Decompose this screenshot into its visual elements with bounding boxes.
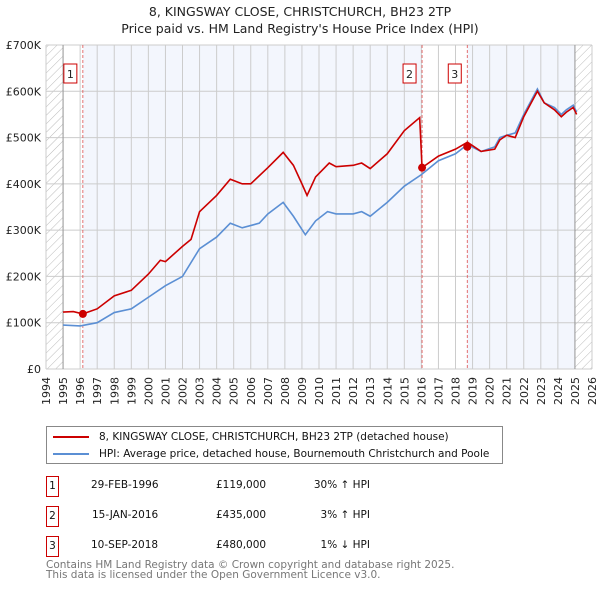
x-tick-label: 1997 [91,377,104,405]
sale-hpi-diff: 1% ↓ HPI [320,539,370,551]
sale-price: £435,000 [216,509,267,521]
x-tick-label: 2005 [228,377,241,405]
legend-label-hpi: HPI: Average price, detached house, Bour… [99,448,490,460]
shade-period-1 [82,45,423,369]
x-tick-label: 2021 [501,377,514,405]
footer-line1: Contains HM Land Registry data © Crown c… [46,559,455,571]
sale-point-3 [463,142,472,151]
sale-number: 1 [46,476,59,497]
chart-subtitle: Price paid vs. HM Land Registry's House … [121,21,479,36]
x-tick-label: 2017 [432,377,445,405]
y-tick-label: £100K [6,317,42,330]
x-tick-label: 2012 [347,377,360,405]
y-tick-label: £200K [6,270,42,283]
sale-date: 15-JAN-2016 [92,509,159,521]
x-tick-label: 2023 [535,377,548,405]
sale-price: £480,000 [216,539,267,551]
x-tick-label: 2003 [194,377,207,405]
sale-marker-label-2: 2 [406,68,413,81]
x-tick-label: 2013 [364,377,377,405]
price-line [63,89,578,315]
x-tick-label: 2014 [381,377,394,405]
line-chart: 1994 1995 1996 1997 1998 1999 2000 2001 2002 2003… [6,39,599,405]
x-tick-label: 2025 [569,377,582,405]
x-tick-label: 1998 [108,377,121,405]
x-tick-label: 2011 [330,377,343,405]
x-tick-label: 2024 [552,377,565,405]
x-tick-label: 2008 [279,377,292,405]
x-tick-label: 1996 [74,377,87,405]
y-tick-label: £0 [27,363,41,376]
x-tick-label: 2022 [518,377,531,405]
x-tick-label: 2006 [245,377,258,405]
x-tick-label: 2004 [211,377,224,405]
x-tick-label: 1994 [40,377,53,405]
hatch-after [574,45,592,369]
y-tick-label: £600K [6,85,42,98]
x-tick-label: 2018 [450,377,463,405]
x-tick-label: 2007 [262,377,275,405]
sale-point-1 [78,309,87,318]
legend-red-line [53,436,89,438]
x-tick-label: 2020 [484,377,497,405]
y-tick-label: £300K [6,224,42,237]
hatch-before [46,45,64,369]
x-tick-label: 2026 [586,377,599,405]
sale-point-2 [418,163,427,172]
x-tick-label: 1995 [57,377,70,405]
shade-period-3 [467,45,575,369]
sale-marker-label-1: 1 [67,68,74,81]
y-tick-label: £700K [6,39,42,52]
footer: Contains HM Land Registry data © Crown c… [46,559,455,581]
x-tick-label: 2010 [313,377,326,405]
sale-marker-box-2 [402,63,417,84]
x-tick-label: 1999 [125,377,138,405]
sale-hpi-diff: 30% ↑ HPI [313,479,370,491]
x-tick-label: 2001 [159,377,172,405]
sale-number: 3 [46,536,59,557]
y-tick-label: £400K [6,178,42,191]
chart-title: 8, KINGSWAY CLOSE, CHRISTCHURCH, BH23 2T… [148,4,452,19]
footer-line2: This data is licensed under the Open Gov… [46,569,381,581]
x-tick-label: 2016 [415,377,428,405]
y-tick-label: £500K [6,132,42,145]
legend: 8, KINGSWAY CLOSE, CHRISTCHURCH, BH23 2T… [46,426,503,464]
legend-blue-line [53,453,89,455]
x-tick-label: 2000 [142,377,155,405]
sale-hpi-diff: 3% ↑ HPI [320,509,370,521]
x-tick-label: 2009 [296,377,309,405]
legend-label-property: 8, KINGSWAY CLOSE, CHRISTCHURCH, BH23 2T… [99,431,449,443]
x-tick-label: 2002 [177,377,190,405]
sale-price: £119,000 [216,479,267,491]
sale-date: 10-SEP-2018 [91,539,159,551]
sale-number: 2 [46,506,59,527]
sale-marker-label-3: 3 [451,68,458,81]
sale-marker-box-1 [63,63,78,84]
x-tick-label: 2019 [467,377,480,405]
sale-date: 29-FEB-1996 [91,479,159,491]
hpi-line [63,87,578,327]
x-tick-label: 2015 [398,377,411,405]
sale-marker-box-3 [447,63,462,84]
